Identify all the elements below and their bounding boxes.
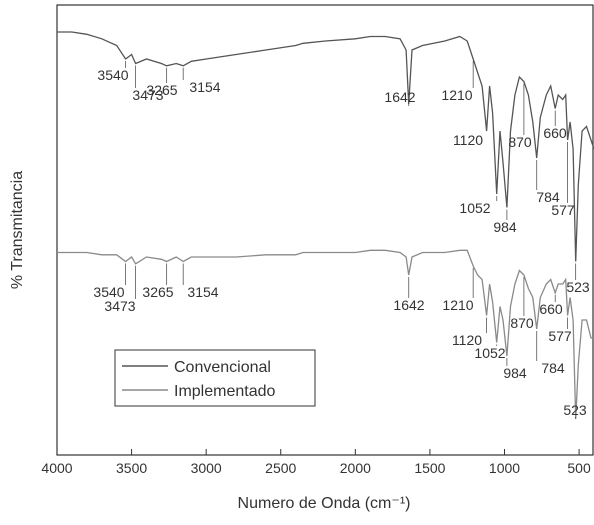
peak-label: 3265	[146, 82, 177, 98]
x-tick-label: 2500	[265, 460, 296, 476]
peak-label: 3540	[97, 67, 128, 83]
peak-label: 523	[563, 402, 587, 418]
plot-frame	[56, 4, 594, 456]
peak-label: 1210	[441, 87, 472, 103]
x-tick-label: 1500	[414, 460, 445, 476]
x-tick-label: 1000	[489, 460, 520, 476]
x-tick-label: 4000	[41, 460, 72, 476]
y-axis-label: % Transmitancia	[9, 171, 26, 289]
legend-label: Implementado	[174, 383, 275, 400]
peak-label: 3473	[104, 298, 135, 314]
peak-label: 523	[566, 279, 590, 295]
peak-label: 577	[548, 328, 572, 344]
peak-label: 3473	[132, 87, 163, 103]
x-tick-label: 3000	[191, 460, 222, 476]
peak-label: 1120	[453, 132, 483, 148]
peak-label: 984	[503, 365, 527, 381]
legend-box	[114, 349, 316, 407]
x-tick-label: 2000	[340, 460, 371, 476]
x-tick-label: 500	[567, 460, 591, 476]
peak-label: 1120	[452, 332, 482, 348]
peak-label: 1052	[459, 200, 490, 216]
peak-label: 1642	[393, 297, 424, 313]
x-axis-label: Numero de Onda (cm⁻¹)	[238, 495, 411, 512]
spectrum-line	[57, 249, 594, 420]
peak-label: 3154	[189, 79, 220, 95]
peak-label: 3154	[187, 284, 218, 300]
peak-label: 660	[543, 125, 567, 141]
legend-label: Convencional	[174, 359, 271, 376]
peak-label: 1642	[384, 89, 415, 105]
peak-label: 870	[508, 134, 532, 150]
peak-label: 984	[493, 219, 517, 235]
peak-label: 3540	[93, 284, 124, 300]
peak-label: 3265	[142, 284, 173, 300]
peak-label: 660	[539, 301, 563, 317]
peak-label: 784	[541, 360, 565, 376]
peak-label: 870	[510, 315, 534, 331]
peak-label: 784	[536, 189, 560, 205]
peak-label: 1210	[442, 297, 473, 313]
peak-label: 1052	[474, 345, 505, 361]
spectrum-line	[57, 31, 594, 262]
peak-label: 577	[551, 202, 575, 218]
x-tick-label: 3500	[116, 460, 147, 476]
